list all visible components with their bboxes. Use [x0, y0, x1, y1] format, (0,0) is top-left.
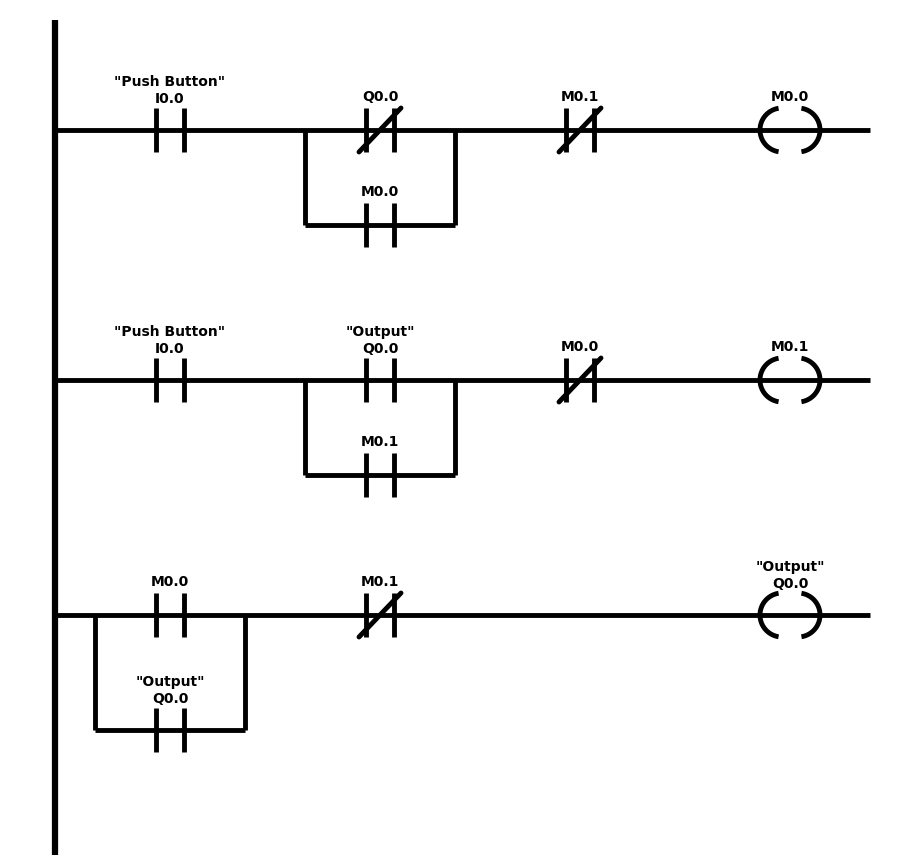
Text: "Output": "Output" [755, 560, 824, 574]
Text: Q0.0: Q0.0 [152, 692, 188, 706]
Text: "Push Button": "Push Button" [114, 325, 226, 339]
Text: "Push Button": "Push Button" [114, 75, 226, 89]
Text: M0.0: M0.0 [561, 340, 599, 354]
Text: Q0.0: Q0.0 [772, 577, 808, 591]
Text: I0.0: I0.0 [155, 342, 184, 356]
Text: M0.0: M0.0 [151, 575, 189, 589]
Text: I0.0: I0.0 [155, 92, 184, 106]
Text: M0.0: M0.0 [361, 185, 399, 199]
Text: M0.0: M0.0 [771, 90, 809, 104]
Text: "Output": "Output" [346, 325, 415, 339]
Text: M0.1: M0.1 [770, 340, 809, 354]
Text: "Output": "Output" [135, 675, 205, 689]
Text: M0.1: M0.1 [561, 90, 599, 104]
Text: M0.1: M0.1 [361, 575, 400, 589]
Text: M0.1: M0.1 [361, 435, 400, 449]
Text: Q0.0: Q0.0 [362, 90, 398, 104]
Text: Q0.0: Q0.0 [362, 342, 398, 356]
